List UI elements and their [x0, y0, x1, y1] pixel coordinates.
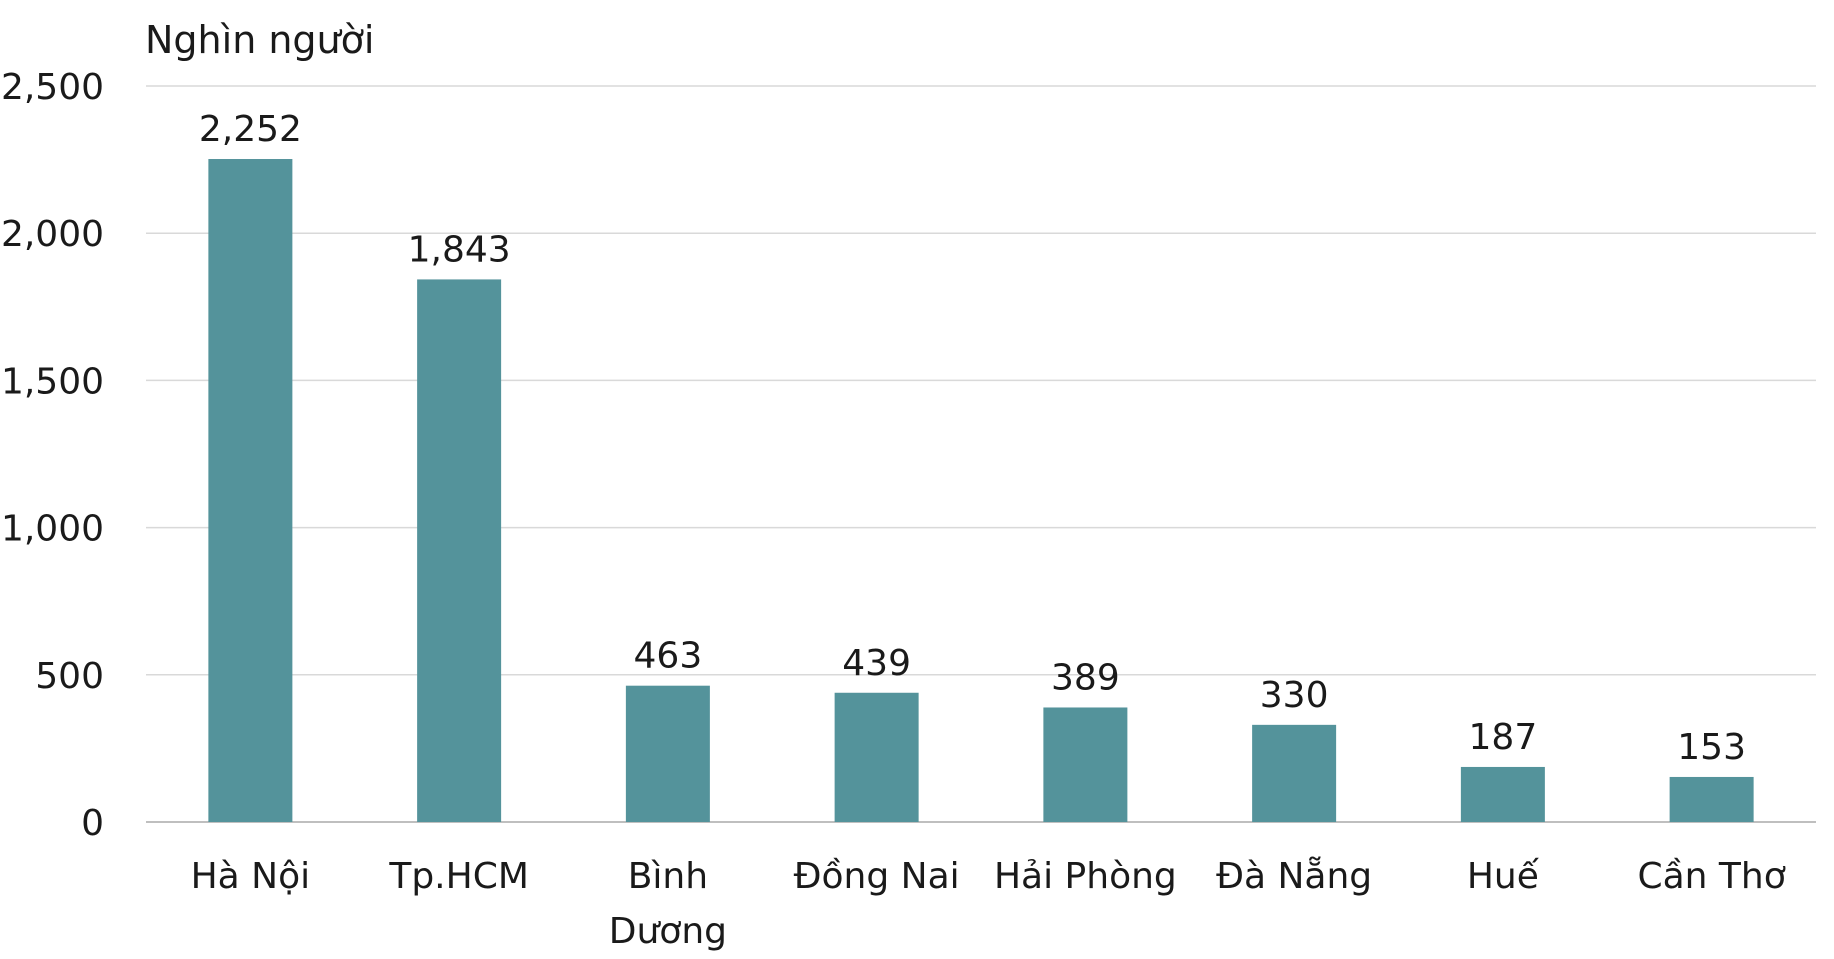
bars [208, 159, 1754, 823]
data-label: 153 [1677, 727, 1746, 768]
y-tick-label: 2,000 [1, 214, 104, 255]
bar [208, 159, 293, 822]
data-label: 330 [1260, 675, 1329, 716]
y-tick-label: 0 [81, 803, 104, 844]
gridlines [146, 85, 1816, 823]
x-tick-label: Huế [1467, 856, 1540, 897]
x-tick-label: Cần Thơ [1637, 856, 1785, 897]
bar [1252, 724, 1337, 822]
data-labels: 2,252 1,843 463 439 389 330 187 153 [199, 109, 1746, 768]
x-tick-label: Hà Nội [191, 856, 311, 897]
bar [1043, 707, 1128, 822]
y-tick-label: 500 [35, 656, 104, 697]
data-label: 389 [1051, 657, 1120, 698]
y-tick-label: 2,500 [1, 67, 104, 108]
bar [625, 685, 710, 822]
y-axis-ticks: 0 500 1,000 1,500 2,000 2,500 [1, 67, 104, 844]
bar [1669, 776, 1754, 822]
data-label: 187 [1469, 717, 1538, 758]
x-tick-label: Tp.HCM [388, 856, 529, 897]
x-tick-label: Đồng Nai [794, 856, 960, 897]
data-label: 463 [634, 636, 703, 677]
bar [834, 692, 919, 822]
y-tick-label: 1,000 [1, 509, 104, 550]
x-tick-label: Đà Nẵng [1216, 856, 1372, 897]
x-tick-label: Hải Phòng [994, 856, 1177, 897]
x-tick-label: Bình Dương [609, 856, 727, 952]
y-unit-label: Nghìn người [145, 18, 375, 62]
data-label: 2,252 [199, 109, 302, 150]
x-axis-ticks: Hà Nội Tp.HCM Bình Dương Đồng Nai Hải Phòng Đà… [191, 856, 1786, 952]
data-label: 439 [842, 643, 911, 684]
y-tick-label: 1,500 [1, 361, 104, 402]
data-label: 1,843 [408, 229, 511, 270]
bar [417, 279, 502, 823]
bar [1460, 766, 1545, 822]
